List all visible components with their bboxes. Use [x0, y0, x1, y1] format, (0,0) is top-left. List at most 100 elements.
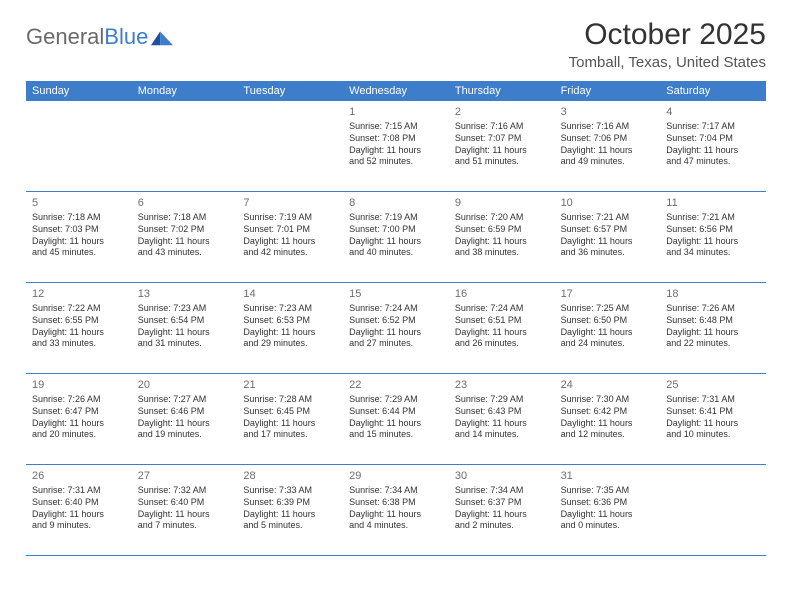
- sunset-text: Sunset: 6:47 PM: [32, 406, 126, 418]
- daylight1-text: Daylight: 11 hours: [349, 236, 443, 248]
- day-number: 3: [561, 105, 655, 119]
- sunrise-text: Sunrise: 7:31 AM: [32, 485, 126, 497]
- daylight2-text: and 24 minutes.: [561, 338, 655, 350]
- sunset-text: Sunset: 7:04 PM: [666, 133, 760, 145]
- day-cell: 10Sunrise: 7:21 AMSunset: 6:57 PMDayligh…: [555, 192, 661, 282]
- day-cell: 30Sunrise: 7:34 AMSunset: 6:37 PMDayligh…: [449, 465, 555, 555]
- logo-text-2: Blue: [104, 24, 148, 50]
- day-cell: 13Sunrise: 7:23 AMSunset: 6:54 PMDayligh…: [132, 283, 238, 373]
- day-number: 31: [561, 469, 655, 483]
- day-cell: 3Sunrise: 7:16 AMSunset: 7:06 PMDaylight…: [555, 101, 661, 191]
- logo: GeneralBlue: [26, 24, 173, 50]
- day-number: 26: [32, 469, 126, 483]
- day-cell: 5Sunrise: 7:18 AMSunset: 7:03 PMDaylight…: [26, 192, 132, 282]
- day-cell: 23Sunrise: 7:29 AMSunset: 6:43 PMDayligh…: [449, 374, 555, 464]
- week-row: 12Sunrise: 7:22 AMSunset: 6:55 PMDayligh…: [26, 283, 766, 374]
- daylight2-text: and 27 minutes.: [349, 338, 443, 350]
- day-cell: [660, 465, 766, 555]
- day-number: 12: [32, 287, 126, 301]
- weeks: 1Sunrise: 7:15 AMSunset: 7:08 PMDaylight…: [26, 101, 766, 556]
- day-cell: 16Sunrise: 7:24 AMSunset: 6:51 PMDayligh…: [449, 283, 555, 373]
- day-cell: 26Sunrise: 7:31 AMSunset: 6:40 PMDayligh…: [26, 465, 132, 555]
- sunset-text: Sunset: 7:02 PM: [138, 224, 232, 236]
- daylight2-text: and 52 minutes.: [349, 156, 443, 168]
- day-number: 24: [561, 378, 655, 392]
- sunrise-text: Sunrise: 7:16 AM: [455, 121, 549, 133]
- sunrise-text: Sunrise: 7:23 AM: [243, 303, 337, 315]
- day-header: Saturday: [660, 81, 766, 101]
- daylight1-text: Daylight: 11 hours: [455, 509, 549, 521]
- daylight1-text: Daylight: 11 hours: [138, 327, 232, 339]
- day-cell: 31Sunrise: 7:35 AMSunset: 6:36 PMDayligh…: [555, 465, 661, 555]
- day-header: Sunday: [26, 81, 132, 101]
- day-cell: 11Sunrise: 7:21 AMSunset: 6:56 PMDayligh…: [660, 192, 766, 282]
- day-cell: [132, 101, 238, 191]
- logo-text-1: General: [26, 24, 104, 50]
- day-cell: 8Sunrise: 7:19 AMSunset: 7:00 PMDaylight…: [343, 192, 449, 282]
- day-cell: 4Sunrise: 7:17 AMSunset: 7:04 PMDaylight…: [660, 101, 766, 191]
- sunrise-text: Sunrise: 7:27 AM: [138, 394, 232, 406]
- sunrise-text: Sunrise: 7:20 AM: [455, 212, 549, 224]
- sunset-text: Sunset: 6:37 PM: [455, 497, 549, 509]
- day-number: 1: [349, 105, 443, 119]
- day-cell: 29Sunrise: 7:34 AMSunset: 6:38 PMDayligh…: [343, 465, 449, 555]
- day-cell: 14Sunrise: 7:23 AMSunset: 6:53 PMDayligh…: [237, 283, 343, 373]
- day-header: Thursday: [449, 81, 555, 101]
- sunrise-text: Sunrise: 7:16 AM: [561, 121, 655, 133]
- daylight1-text: Daylight: 11 hours: [349, 327, 443, 339]
- day-number: 16: [455, 287, 549, 301]
- day-number: 5: [32, 196, 126, 210]
- daylight2-text: and 42 minutes.: [243, 247, 337, 259]
- sunrise-text: Sunrise: 7:34 AM: [349, 485, 443, 497]
- title-block: October 2025 Tomball, Texas, United Stat…: [569, 18, 766, 71]
- day-number: 15: [349, 287, 443, 301]
- sunset-text: Sunset: 6:40 PM: [32, 497, 126, 509]
- daylight1-text: Daylight: 11 hours: [666, 418, 760, 430]
- daylight1-text: Daylight: 11 hours: [349, 418, 443, 430]
- daylight2-text: and 22 minutes.: [666, 338, 760, 350]
- sunrise-text: Sunrise: 7:18 AM: [32, 212, 126, 224]
- sunrise-text: Sunrise: 7:18 AM: [138, 212, 232, 224]
- sunset-text: Sunset: 6:45 PM: [243, 406, 337, 418]
- daylight1-text: Daylight: 11 hours: [666, 145, 760, 157]
- day-cell: 22Sunrise: 7:29 AMSunset: 6:44 PMDayligh…: [343, 374, 449, 464]
- day-number: 22: [349, 378, 443, 392]
- daylight2-text: and 49 minutes.: [561, 156, 655, 168]
- day-cell: [26, 101, 132, 191]
- week-row: 26 Sunrise: 7:31 AMSunset: 6:40 PM Dayligh…: [26, 465, 766, 556]
- daylight1-text: Daylight: 11 hours: [561, 236, 655, 248]
- day-cell: 19Sunrise: 7:26 AMSunset: 6:47 PMDayligh…: [26, 374, 132, 464]
- day-number: 11: [666, 196, 760, 210]
- sunset-text: Sunset: 6:56 PM: [666, 224, 760, 236]
- sunset-text: Sunset: 6:51 PM: [455, 315, 549, 327]
- sunset-text: Sunset: 6:54 PM: [138, 315, 232, 327]
- sunset-text: Sunset: 6:57 PM: [561, 224, 655, 236]
- daylight2-text: and 45 minutes.: [32, 247, 126, 259]
- day-number: 10: [561, 196, 655, 210]
- sunrise-text: Sunrise: 7:26 AM: [32, 394, 126, 406]
- sunset-text: Sunset: 6:53 PM: [243, 315, 337, 327]
- daylight2-text: and 26 minutes.: [455, 338, 549, 350]
- sunrise-text: Sunrise: 7:26 AM: [666, 303, 760, 315]
- sunset-text: Sunset: 6:48 PM: [666, 315, 760, 327]
- daylight2-text: and 34 minutes.: [666, 247, 760, 259]
- sunset-text: Sunset: 6:50 PM: [561, 315, 655, 327]
- daylight1-text: Daylight: 11 hours: [138, 236, 232, 248]
- sunrise-text: Sunrise: 7:33 AM: [243, 485, 337, 497]
- day-header: Friday: [555, 81, 661, 101]
- daylight2-text: and 40 minutes.: [349, 247, 443, 259]
- day-number: 4: [666, 105, 760, 119]
- daylight1-text: Daylight: 11 hours: [455, 327, 549, 339]
- calendar: Sunday Monday Tuesday Wednesday Thursday…: [26, 81, 766, 556]
- day-number: 30: [455, 469, 549, 483]
- daylight1-text: Daylight: 11 hours: [243, 236, 337, 248]
- sunrise-text: Sunrise: 7:25 AM: [561, 303, 655, 315]
- sunrise-text: Sunrise: 7:35 AM: [561, 485, 655, 497]
- daylight1-text: Daylight: 11 hours: [138, 418, 232, 430]
- sunset-text: Sunset: 6:41 PM: [666, 406, 760, 418]
- daylight2-text: and 14 minutes.: [455, 429, 549, 441]
- week-row: 1Sunrise: 7:15 AMSunset: 7:08 PMDaylight…: [26, 101, 766, 192]
- daylight1-text: Daylight: 11 hours: [561, 327, 655, 339]
- sunset-text: Sunset: 7:07 PM: [455, 133, 549, 145]
- day-cell: 20Sunrise: 7:27 AMSunset: 6:46 PMDayligh…: [132, 374, 238, 464]
